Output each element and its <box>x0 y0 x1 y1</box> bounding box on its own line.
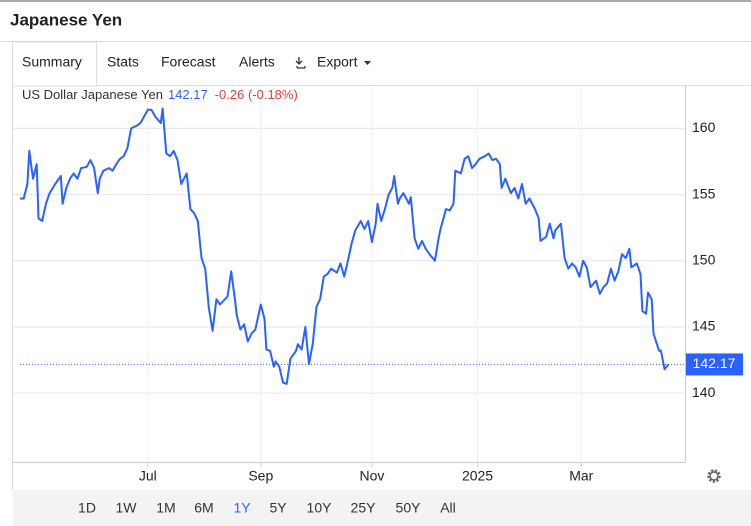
tab[interactable]: Export <box>317 54 358 70</box>
download-icon <box>295 57 306 69</box>
range-button[interactable]: 1D <box>78 500 96 516</box>
tab[interactable]: Alerts <box>239 54 275 70</box>
x-tick-label: Sep <box>248 468 273 484</box>
active-tab <box>12 41 97 87</box>
y-tick-label: 140 <box>692 384 716 400</box>
range-button[interactable]: 1Y <box>233 500 251 516</box>
range-bar <box>13 490 751 526</box>
x-tick-label: Jul <box>139 468 157 484</box>
tab[interactable]: Stats <box>107 54 139 70</box>
x-tick-label: Nov <box>359 468 384 484</box>
page-title: Japanese Yen <box>10 10 122 29</box>
last-price-box <box>686 353 743 376</box>
last-price-label: 142.17 <box>693 355 736 371</box>
legend-part: US Dollar Japanese Yen <box>22 87 163 102</box>
legend-part: -0.26 (-0.18%) <box>215 87 298 102</box>
y-tick-label: 145 <box>692 318 716 334</box>
range-button[interactable]: 1M <box>156 500 175 516</box>
tab[interactable]: Summary <box>22 54 82 70</box>
settings-icon[interactable] <box>707 469 721 483</box>
range-button[interactable]: 5Y <box>269 500 287 516</box>
range-button[interactable]: 10Y <box>307 500 333 516</box>
x-tick-label: Mar <box>569 468 593 484</box>
y-tick-label: 160 <box>692 119 716 135</box>
gear-teeth <box>707 469 721 483</box>
range-button[interactable]: 6M <box>194 500 213 516</box>
caret <box>364 61 371 65</box>
y-tick-label: 155 <box>692 185 716 201</box>
x-tick-label: 2025 <box>462 468 493 484</box>
range-button[interactable]: 50Y <box>396 500 422 516</box>
range-button[interactable]: 25Y <box>351 500 377 516</box>
tab[interactable]: Forecast <box>161 54 216 70</box>
gear-ring <box>709 471 719 481</box>
legend: US Dollar Japanese Yen 142.17 -0.26 (-0.18… <box>22 87 298 102</box>
legend-part: 142.17 <box>168 87 208 102</box>
y-tick-label: 150 <box>692 251 716 267</box>
range-button[interactable]: 1W <box>116 500 138 516</box>
range-button[interactable]: All <box>440 500 456 516</box>
price-line <box>20 107 670 385</box>
